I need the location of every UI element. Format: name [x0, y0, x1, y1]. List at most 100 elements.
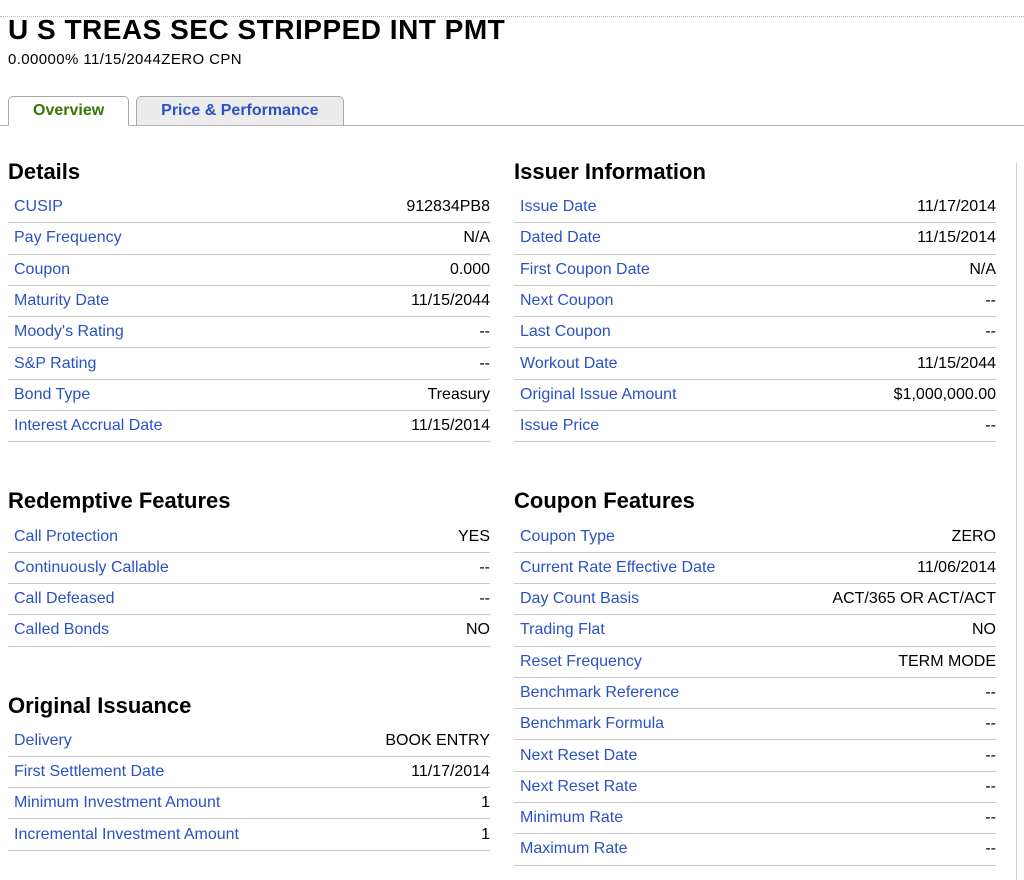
field-value: N/A	[463, 229, 490, 247]
field-row-last-coupon: Last Coupon --	[514, 317, 996, 349]
field-label[interactable]: Reset Frequency	[520, 652, 642, 670]
field-value: --	[479, 590, 490, 608]
field-value: Treasury	[427, 385, 490, 403]
field-label[interactable]: Pay Frequency	[14, 229, 122, 247]
field-label[interactable]: Benchmark Formula	[520, 715, 665, 733]
field-row-first-settlement-date: First Settlement Date 11/17/2014	[8, 757, 490, 789]
field-row-next-coupon: Next Coupon --	[514, 286, 996, 318]
field-label[interactable]: Next Reset Rate	[520, 777, 638, 795]
field-label[interactable]: Maturity Date	[14, 292, 110, 310]
field-label[interactable]: Next Coupon	[520, 292, 614, 310]
field-value: --	[985, 715, 996, 733]
field-value: 11/15/2044	[411, 292, 490, 310]
field-label[interactable]: Workout Date	[520, 354, 618, 372]
section-heading: Coupon Features	[514, 488, 695, 514]
section-heading: Redemptive Features	[8, 488, 231, 514]
field-value: 11/15/2014	[411, 417, 490, 435]
tab-overview[interactable]: Overview	[8, 96, 130, 126]
field-label[interactable]: Call Defeased	[14, 590, 115, 608]
field-value: N/A	[969, 260, 996, 278]
field-row-moody-s-rating: Moody's Rating --	[8, 317, 490, 349]
field-label[interactable]: Coupon Type	[520, 527, 615, 545]
field-label[interactable]: Next Reset Date	[520, 746, 638, 764]
page-title: U S TREAS SEC STRIPPED INT PMT	[8, 14, 506, 45]
field-row-minimum-rate: Minimum Rate --	[514, 803, 996, 835]
field-row-workout-date: Workout Date 11/15/2044	[514, 348, 996, 380]
field-row-cusip: CUSIP 912834PB8	[8, 192, 490, 224]
field-value: $1,000,000.00	[893, 385, 996, 403]
field-label[interactable]: Moody's Rating	[14, 323, 124, 341]
section-original-issuance: Original Issuance Delivery BOOK ENTRY First…	[8, 693, 490, 851]
field-row-issue-date: Issue Date 11/17/2014	[514, 192, 996, 224]
field-value: --	[985, 746, 996, 764]
field-label[interactable]: Issue Price	[520, 417, 600, 435]
field-label[interactable]: First Coupon Date	[520, 260, 650, 278]
field-value: ACT/365 OR ACT/ACT	[832, 590, 996, 608]
field-label[interactable]: Dated Date	[520, 229, 601, 247]
field-label[interactable]: Current Rate Effective Date	[520, 558, 716, 576]
field-row-interest-accrual-date: Interest Accrual Date 11/15/2014	[8, 411, 490, 443]
field-value: --	[985, 417, 996, 435]
field-row-coupon-type: Coupon Type ZERO	[514, 521, 996, 553]
field-row-call-protection: Call Protection YES	[8, 521, 490, 553]
tab-price-and-performance[interactable]: Price & Performance	[136, 96, 344, 126]
field-label[interactable]: Trading Flat	[520, 621, 605, 639]
section-details: Details CUSIP 912834PB8 Pay Frequency N/A Cou…	[8, 159, 490, 443]
field-value: 11/17/2014	[411, 763, 490, 780]
field-label[interactable]: S&P Rating	[14, 354, 97, 372]
field-label[interactable]: Last Coupon	[520, 323, 611, 341]
field-value: --	[985, 777, 996, 795]
field-value: --	[985, 840, 996, 858]
field-label[interactable]: Called Bonds	[14, 621, 110, 639]
section-heading: Details	[8, 159, 81, 184]
field-row-reset-frequency: Reset Frequency TERM MODE	[514, 647, 996, 678]
field-row-benchmark-reference: Benchmark Reference --	[514, 678, 996, 710]
field-row-next-reset-date: Next Reset Date --	[514, 740, 996, 772]
field-label[interactable]: Coupon	[14, 260, 71, 278]
left-column: Details CUSIP 912834PB8 Pay Frequency N/A Cou…	[8, 159, 490, 866]
field-label[interactable]: Original Issue Amount	[520, 385, 677, 403]
field-label[interactable]: Interest Accrual Date	[14, 417, 163, 435]
right-border-line	[1016, 163, 1017, 880]
field-value: TERM MODE	[898, 652, 996, 670]
field-value: --	[479, 323, 490, 341]
field-label[interactable]: Minimum Investment Amount	[14, 794, 221, 812]
field-row-trading-flat: Trading Flat NO	[514, 615, 996, 647]
field-row-continuously-callable: Continuously Callable --	[8, 553, 490, 584]
field-row-incremental-investment-amount: Incremental Investment Amount 1	[8, 819, 490, 851]
field-value: 11/06/2014	[917, 558, 996, 576]
field-label[interactable]: Day Count Basis	[520, 590, 640, 608]
field-label[interactable]: First Settlement Date	[14, 763, 165, 780]
field-row-called-bonds: Called Bonds NO	[8, 615, 490, 647]
field-value: 11/15/2044	[917, 354, 996, 372]
field-label[interactable]: Issue Date	[520, 198, 597, 216]
field-label[interactable]: Benchmark Reference	[520, 684, 680, 701]
field-label[interactable]: Delivery	[14, 731, 72, 749]
field-label[interactable]: Call Protection	[14, 527, 119, 545]
field-row-next-reset-rate: Next Reset Rate --	[514, 772, 996, 804]
top-dotted-divider	[0, 16, 1024, 17]
field-label[interactable]: Minimum Rate	[520, 809, 624, 827]
field-row-current-rate-effective-date: Current Rate Effective Date 11/06/2014	[514, 553, 996, 584]
field-label[interactable]: Maximum Rate	[520, 840, 628, 858]
field-label[interactable]: Bond Type	[14, 385, 91, 403]
field-label[interactable]: CUSIP	[14, 198, 63, 216]
field-value: BOOK ENTRY	[385, 731, 490, 749]
field-row-maturity-date: Maturity Date 11/15/2044	[8, 286, 490, 318]
field-row-coupon: Coupon 0.000	[8, 255, 490, 286]
field-row-minimum-investment-amount: Minimum Investment Amount 1	[8, 788, 490, 820]
field-value: NO	[466, 621, 490, 639]
field-value: 912834PB8	[406, 198, 490, 216]
field-value: --	[985, 809, 996, 827]
section-heading: Original Issuance	[8, 692, 192, 718]
tab-bar: Overview Price & Performance	[0, 95, 1024, 126]
field-label[interactable]: Incremental Investment Amount	[14, 825, 239, 843]
field-label[interactable]: Continuously Callable	[14, 558, 169, 576]
field-row-day-count-basis: Day Count Basis ACT/365 OR ACT/ACT	[514, 584, 996, 616]
field-value: 11/15/2014	[917, 229, 996, 247]
field-row-first-coupon-date: First Coupon Date N/A	[514, 255, 996, 286]
section-coupon-features: Coupon Features Coupon Type ZERO Current Ra…	[514, 488, 996, 866]
field-value: --	[985, 292, 996, 310]
field-row-pay-frequency: Pay Frequency N/A	[8, 223, 490, 255]
section-redemptive-features: Redemptive Features Call Protection YES Con…	[8, 488, 490, 647]
